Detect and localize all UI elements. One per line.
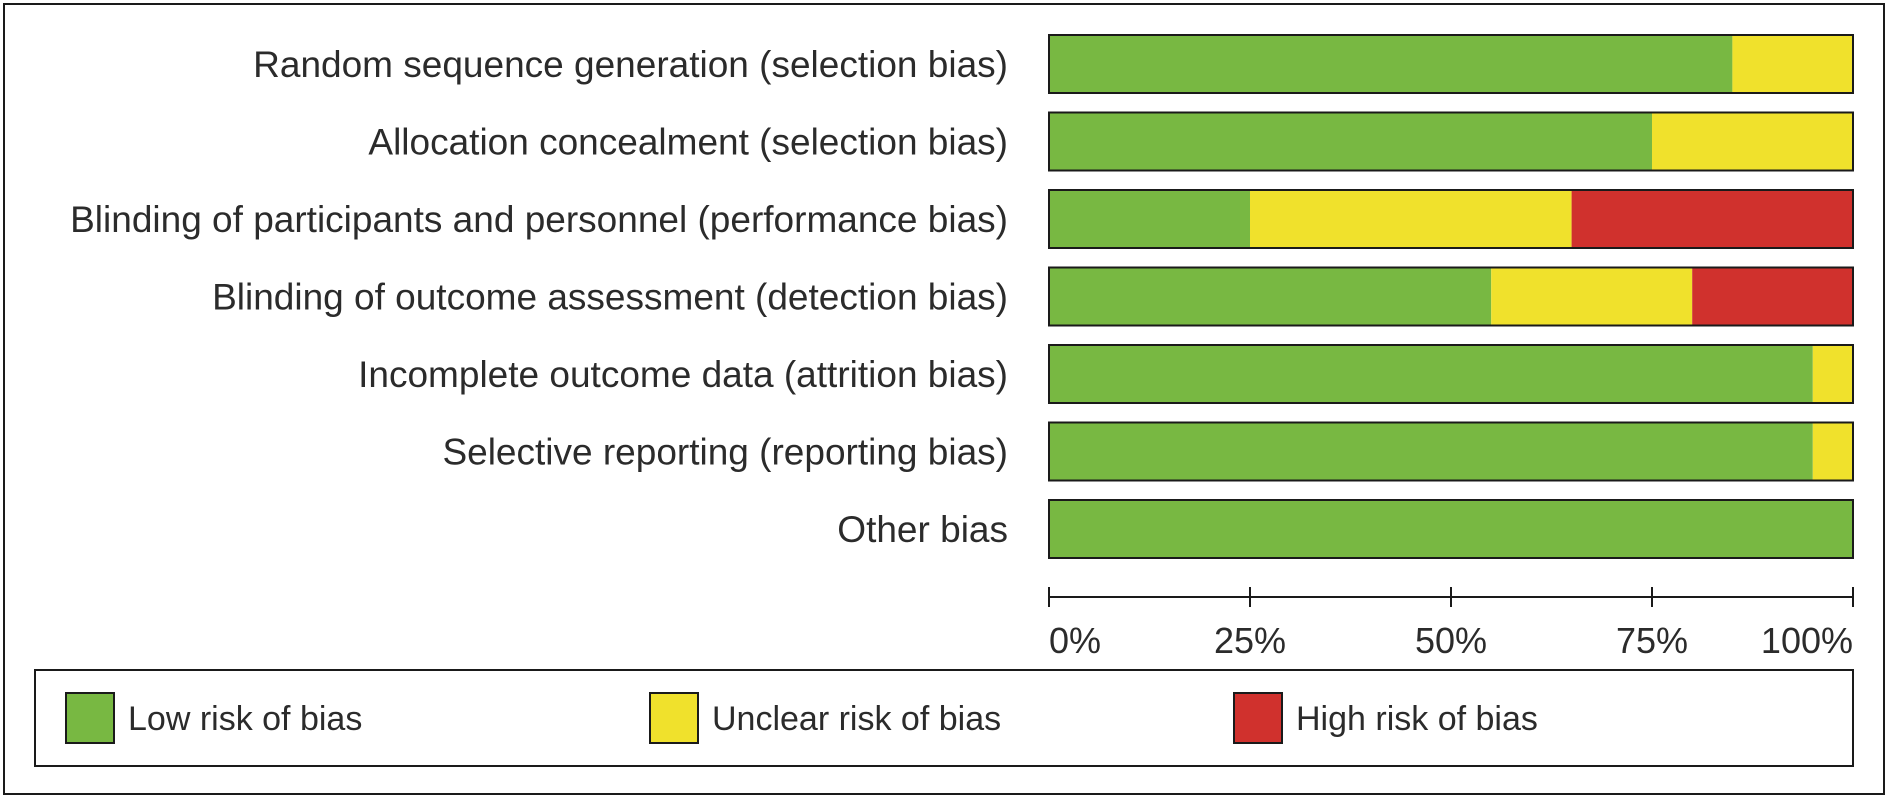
bar-segment-low-risk-of-bias bbox=[1049, 422, 1813, 481]
bar-segment-unclear-risk-of-bias bbox=[1652, 112, 1853, 171]
x-tick-label: 25% bbox=[1214, 620, 1286, 661]
x-axis: 0% 25% 50% 75% 100% bbox=[1048, 587, 1854, 661]
row-labels: Random sequence generation (selection bi… bbox=[70, 44, 1008, 550]
bar-outline bbox=[1048, 499, 1854, 559]
row-label: Random sequence generation (selection bi… bbox=[253, 44, 1008, 85]
bar-segment-high-risk-of-bias bbox=[1571, 190, 1853, 248]
bar-segment-unclear-risk-of-bias bbox=[1732, 35, 1853, 93]
legend-swatch-low-risk-of-bias bbox=[65, 692, 115, 744]
row-label: Incomplete outcome data (attrition bias) bbox=[358, 354, 1008, 395]
bar-outline bbox=[1048, 421, 1854, 482]
row-label: Blinding of participants and personnel (… bbox=[70, 199, 1008, 240]
bar-segment-low-risk-of-bias bbox=[1049, 500, 1853, 558]
bar-segment-low-risk-of-bias bbox=[1049, 35, 1733, 93]
bar-segment-low-risk-of-bias bbox=[1049, 267, 1492, 326]
bar-outline bbox=[1048, 266, 1854, 327]
bar-outline bbox=[1048, 111, 1854, 172]
bar-outline bbox=[1048, 344, 1854, 404]
bar-outline bbox=[1048, 34, 1854, 94]
bar-segment-low-risk-of-bias bbox=[1049, 345, 1813, 403]
row-label: Blinding of outcome assessment (detectio… bbox=[212, 277, 1008, 318]
x-tick-label: 75% bbox=[1616, 620, 1688, 661]
x-tick-label: 0% bbox=[1049, 620, 1101, 661]
legend-swatch-high-risk-of-bias bbox=[1233, 692, 1283, 744]
bar-segment-unclear-risk-of-bias bbox=[1812, 422, 1853, 481]
legend-label-unclear-risk-of-bias: Unclear risk of bias bbox=[712, 700, 1001, 738]
bar-segment-unclear-risk-of-bias bbox=[1250, 190, 1572, 248]
bar-outline bbox=[1048, 189, 1854, 249]
legend-frame bbox=[34, 669, 1854, 767]
row-label: Allocation concealment (selection bias) bbox=[368, 122, 1008, 163]
x-tick-label: 50% bbox=[1415, 620, 1487, 661]
legend-label-low-risk-of-bias: Low risk of bias bbox=[128, 700, 362, 738]
bar-segment-high-risk-of-bias bbox=[1692, 267, 1853, 326]
bar-segment-unclear-risk-of-bias bbox=[1491, 267, 1693, 326]
bars bbox=[1048, 34, 1854, 559]
legend-swatch-unclear-risk-of-bias bbox=[649, 692, 699, 744]
x-tick-label: 100% bbox=[1761, 620, 1853, 661]
legend-label-high-risk-of-bias: High risk of bias bbox=[1296, 700, 1538, 738]
row-label: Other bias bbox=[837, 509, 1008, 550]
bar-segment-low-risk-of-bias bbox=[1049, 112, 1652, 171]
bar-segment-low-risk-of-bias bbox=[1049, 190, 1250, 248]
row-label: Selective reporting (reporting bias) bbox=[442, 432, 1008, 473]
bar-segment-unclear-risk-of-bias bbox=[1812, 345, 1853, 403]
legend: Low risk of bias Unclear risk of bias High… bbox=[34, 669, 1854, 767]
